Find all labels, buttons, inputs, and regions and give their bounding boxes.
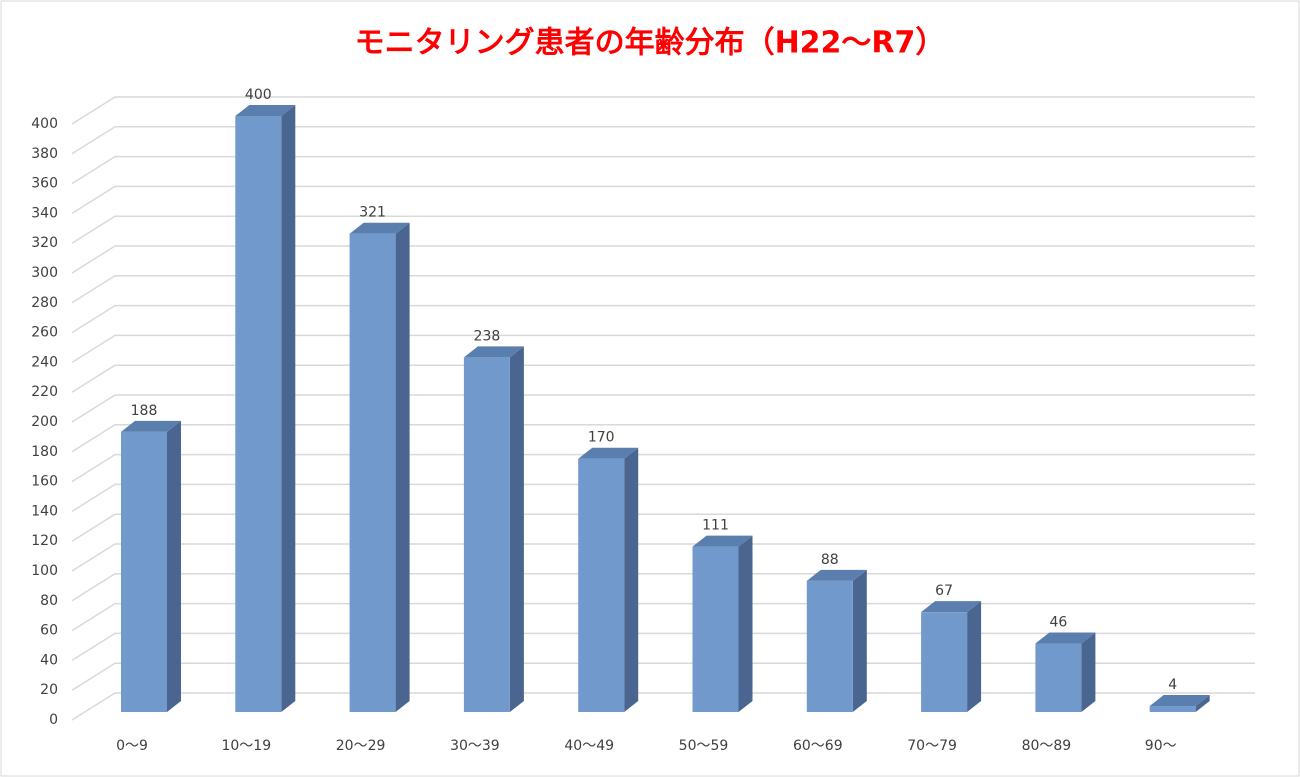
bar-top — [349, 222, 410, 234]
y-tick-label: 120 — [31, 533, 58, 549]
y-tick-label: 140 — [31, 503, 58, 519]
grid-line — [71, 602, 1255, 632]
grid-line — [71, 632, 1255, 662]
x-tick-label: 60〜69 — [793, 738, 843, 754]
grid-line — [71, 245, 1255, 274]
bar-side — [967, 601, 982, 712]
bar-top — [235, 105, 296, 116]
bar — [349, 233, 396, 712]
data-label: 321 — [359, 205, 386, 221]
bar-top — [921, 601, 982, 613]
bar — [1035, 643, 1082, 712]
x-tick-label: 70〜79 — [907, 738, 957, 754]
grid-line — [71, 334, 1255, 364]
y-tick-label: 200 — [31, 414, 58, 430]
y-tick-label: 80 — [40, 593, 58, 609]
y-tick-label: 160 — [31, 474, 58, 490]
bar — [578, 458, 625, 712]
data-label: 238 — [474, 328, 501, 344]
bar-side — [624, 447, 639, 712]
data-label: 88 — [821, 552, 839, 568]
data-label: 46 — [1049, 614, 1067, 630]
data-label: 170 — [588, 430, 615, 446]
y-tick-label: 60 — [40, 623, 58, 639]
y-tick-label: 40 — [40, 652, 58, 668]
grid-line — [71, 453, 1255, 483]
y-tick-label: 220 — [31, 384, 58, 400]
bar — [463, 357, 510, 712]
bar — [692, 546, 739, 712]
grid-line — [71, 275, 1255, 304]
x-tick-label: 10〜19 — [221, 738, 271, 754]
bar-top — [578, 447, 639, 459]
x-tick-label: 80〜89 — [1022, 738, 1072, 754]
grid-line — [71, 394, 1255, 423]
data-label: 111 — [702, 518, 729, 534]
grid-line — [71, 364, 1255, 393]
data-label: 188 — [131, 403, 158, 419]
x-tick-label: 40〜49 — [564, 738, 614, 754]
chart-title: モニタリング患者の年齢分布（H22〜R7） — [355, 26, 946, 61]
y-tick-label: 400 — [31, 116, 58, 132]
grid-line — [71, 424, 1255, 453]
y-tick-label: 380 — [31, 146, 58, 162]
y-tick-label: 300 — [31, 265, 58, 281]
x-tick-label: 90〜 — [1145, 738, 1177, 754]
bar-top — [1035, 632, 1096, 644]
y-tick-label: 20 — [40, 682, 58, 698]
bar-side — [1081, 632, 1096, 712]
grid-line — [71, 215, 1255, 244]
grid-line — [71, 185, 1255, 215]
bar-side — [1195, 695, 1210, 712]
bar-top — [806, 569, 867, 581]
bar-side — [738, 535, 753, 712]
data-label: 67 — [935, 583, 953, 599]
bar — [235, 116, 282, 712]
y-tick-label: 280 — [31, 295, 58, 311]
bar-side — [395, 222, 410, 712]
grid-line — [71, 662, 1255, 691]
bar-side — [852, 569, 867, 712]
data-label: 400 — [245, 87, 272, 103]
bar-side — [167, 420, 181, 712]
bar — [1149, 706, 1196, 712]
grid-line — [71, 513, 1255, 542]
bar — [806, 580, 853, 712]
grid-line — [71, 483, 1255, 513]
x-tick-label: 50〜59 — [679, 738, 729, 754]
bar-top — [121, 420, 181, 432]
grid-line — [71, 573, 1255, 602]
grid-line — [71, 304, 1255, 334]
y-tick-label: 360 — [31, 176, 58, 192]
bar-top — [692, 535, 753, 547]
x-tick-label: 0〜9 — [116, 738, 148, 754]
bar-top — [1149, 695, 1210, 707]
x-tick-label: 30〜39 — [450, 738, 500, 754]
y-tick-label: 100 — [31, 563, 58, 579]
grid-line — [71, 692, 1255, 721]
grid-line — [71, 126, 1255, 155]
y-tick-label: 0 — [49, 712, 58, 728]
bar-top — [463, 346, 524, 358]
y-tick-label: 240 — [31, 354, 58, 370]
x-tick-label: 20〜29 — [336, 738, 386, 754]
y-tick-label: 260 — [31, 325, 58, 341]
bar-side — [509, 346, 524, 712]
grid-line — [71, 155, 1255, 185]
bar-side — [281, 105, 296, 712]
y-tick-label: 340 — [31, 205, 58, 221]
y-tick-label: 320 — [31, 235, 58, 251]
grid-line — [71, 96, 1255, 125]
grid-line — [71, 543, 1255, 572]
data-label: 4 — [1168, 677, 1177, 693]
bar — [121, 431, 167, 712]
y-tick-label: 180 — [31, 444, 58, 460]
bar — [921, 612, 968, 712]
